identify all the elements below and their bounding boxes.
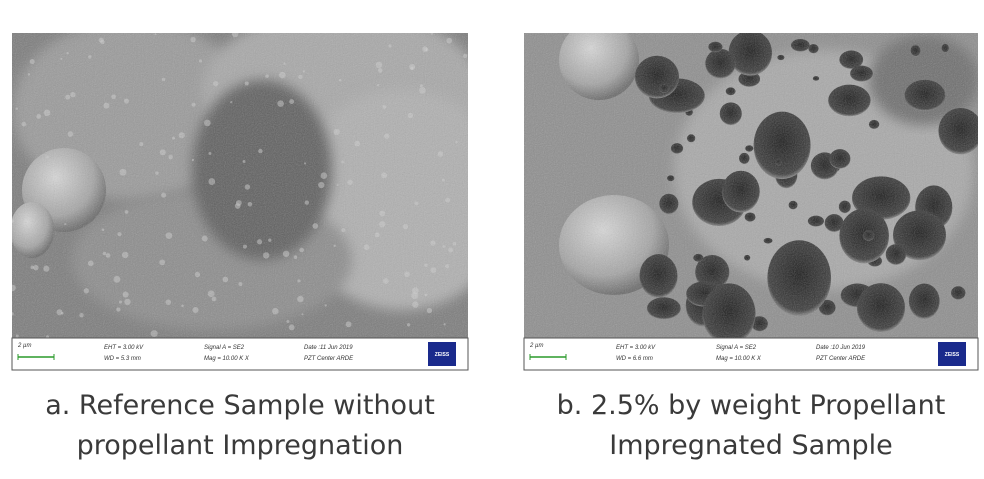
data-bar-eht: EHT = 3.00 kV (104, 345, 144, 351)
data-bar-date: Date :10 Jun 2019 (816, 345, 866, 351)
data-bar-signal: Signal A = SE2 (716, 345, 757, 351)
sem-image (524, 20, 983, 345)
figure: 2 µm EHT = 3.00 kV WD = 5.3 mm Signal A = S… (0, 0, 984, 479)
panel: 2 µm EHT = 3.00 kV WD = 6.6 mm Signal A = S… (524, 20, 983, 461)
data-bar: 2 µm EHT = 3.00 kV WD = 6.6 mm Signal A = S… (524, 338, 978, 370)
caption-line: Impregnated Sample (609, 430, 892, 461)
data-bar-center: PZT Center ARDE (304, 356, 354, 362)
data-bar-wd: WD = 6.6 mm (616, 356, 653, 362)
data-bar-center: PZT Center ARDE (816, 356, 866, 362)
data-bar-date: Date :11 Jun 2019 (304, 345, 353, 351)
sem-image (10, 10, 512, 338)
noise (524, 33, 978, 338)
data-bar-scale: 2 µm (17, 343, 31, 349)
data-bar-bg (524, 338, 978, 370)
noise (12, 33, 468, 338)
data-bar-mag: Mag = 10.00 K X (204, 356, 250, 362)
data-bar-eht: EHT = 3.00 kV (616, 345, 656, 351)
caption-line: a. Reference Sample without (45, 390, 435, 421)
caption-line: propellant Impregnation (77, 430, 404, 461)
data-bar-signal: Signal A = SE2 (204, 345, 245, 351)
data-bar: 2 µm EHT = 3.00 kV WD = 5.3 mm Signal A = S… (12, 338, 468, 370)
data-bar-scale: 2 µm (529, 343, 543, 349)
logo-text: ZEISS (945, 352, 960, 358)
data-bar-bg (12, 338, 468, 370)
data-bar-mag: Mag = 10.00 K X (716, 356, 762, 362)
data-bar-wd: WD = 5.3 mm (104, 356, 141, 362)
caption-line: b. 2.5% by weight Propellant (557, 390, 946, 421)
logo-text: ZEISS (435, 352, 450, 358)
